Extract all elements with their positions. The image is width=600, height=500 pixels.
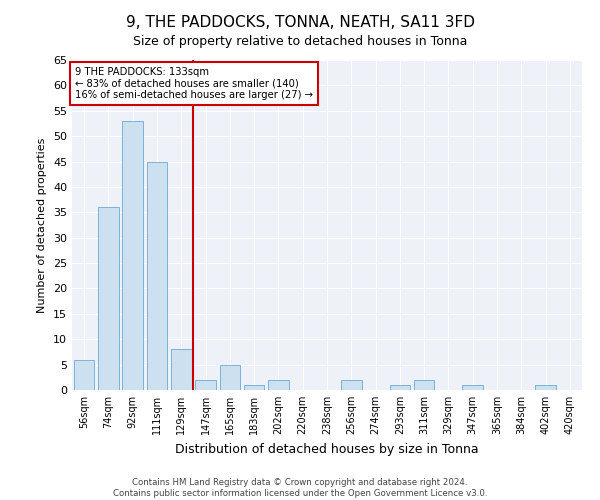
Bar — [389, 385, 410, 390]
X-axis label: Distribution of detached houses by size in Tonna: Distribution of detached houses by size … — [175, 442, 479, 456]
Bar — [146, 162, 167, 390]
Bar — [74, 360, 94, 390]
Bar — [244, 385, 265, 390]
Bar — [341, 380, 362, 390]
Bar — [463, 385, 483, 390]
Text: 9, THE PADDOCKS, TONNA, NEATH, SA11 3FD: 9, THE PADDOCKS, TONNA, NEATH, SA11 3FD — [125, 15, 475, 30]
Bar — [122, 121, 143, 390]
Bar — [414, 380, 434, 390]
Bar — [195, 380, 216, 390]
Bar — [98, 207, 119, 390]
Text: Contains HM Land Registry data © Crown copyright and database right 2024.
Contai: Contains HM Land Registry data © Crown c… — [113, 478, 487, 498]
Bar — [535, 385, 556, 390]
Text: 9 THE PADDOCKS: 133sqm
← 83% of detached houses are smaller (140)
16% of semi-de: 9 THE PADDOCKS: 133sqm ← 83% of detached… — [74, 66, 313, 100]
Bar — [268, 380, 289, 390]
Y-axis label: Number of detached properties: Number of detached properties — [37, 138, 47, 312]
Bar — [220, 364, 240, 390]
Bar — [171, 350, 191, 390]
Text: Size of property relative to detached houses in Tonna: Size of property relative to detached ho… — [133, 35, 467, 48]
